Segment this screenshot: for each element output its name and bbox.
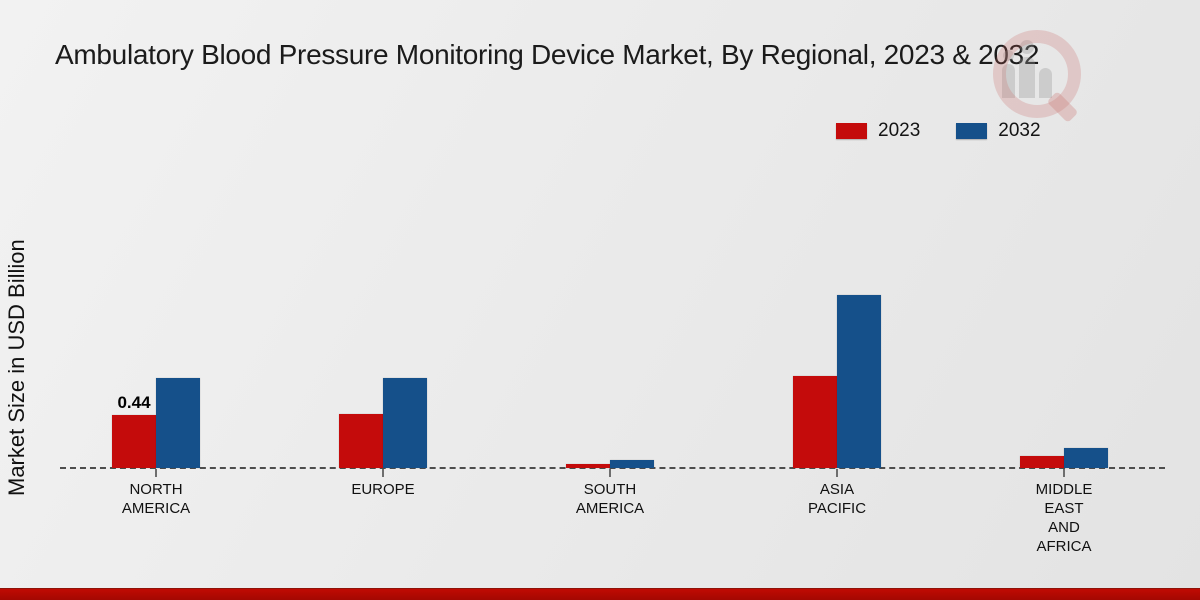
category-label-middle-east-and-africa: MIDDLE EAST AND AFRICA — [1035, 481, 1093, 555]
category-label-asia-pacific: ASIA PACIFIC — [807, 481, 867, 517]
chart-title: Ambulatory Blood Pressure Monitoring Dev… — [55, 39, 1040, 70]
legend-label: 2023 — [878, 120, 921, 141]
x-axis-tick — [1063, 469, 1065, 477]
bar-europe-2023 — [339, 414, 383, 468]
bar-middle-east-and-africa-2023 — [1020, 456, 1064, 468]
category-label-south-america: SOUTH AMERICA — [575, 481, 645, 517]
legend: 2023 2032 — [836, 120, 1041, 142]
bar-asia-pacific-2023 — [793, 376, 837, 468]
bar-asia-pacific-2032 — [837, 295, 881, 468]
category-label-north-america: NORTH AMERICA — [121, 481, 191, 517]
legend-item-2032: 2032 — [956, 120, 1041, 142]
x-axis-tick — [609, 469, 611, 477]
x-axis-baseline — [60, 467, 1165, 469]
market-research-magnifier-logo — [985, 28, 1085, 123]
legend-item-2023: 2023 — [836, 120, 920, 142]
legend-swatch-icon — [836, 123, 867, 139]
x-axis-tick — [382, 469, 384, 477]
category-label-europe: EUROPE — [351, 481, 415, 498]
bar-south-america-2023 — [566, 464, 610, 468]
bar-europe-2032 — [383, 378, 427, 468]
legend-label: 2032 — [998, 120, 1041, 141]
bar-north-america-2023 — [112, 415, 156, 468]
footer-accent-bar — [0, 588, 1200, 600]
x-axis-tick — [836, 469, 838, 477]
bar-value-label: 0.44 — [117, 393, 151, 412]
legend-swatch-icon — [956, 123, 988, 139]
x-axis-tick — [155, 469, 157, 477]
bar-south-america-2032 — [610, 460, 654, 468]
bar-middle-east-and-africa-2032 — [1064, 448, 1108, 468]
bar-north-america-2032 — [156, 378, 200, 468]
